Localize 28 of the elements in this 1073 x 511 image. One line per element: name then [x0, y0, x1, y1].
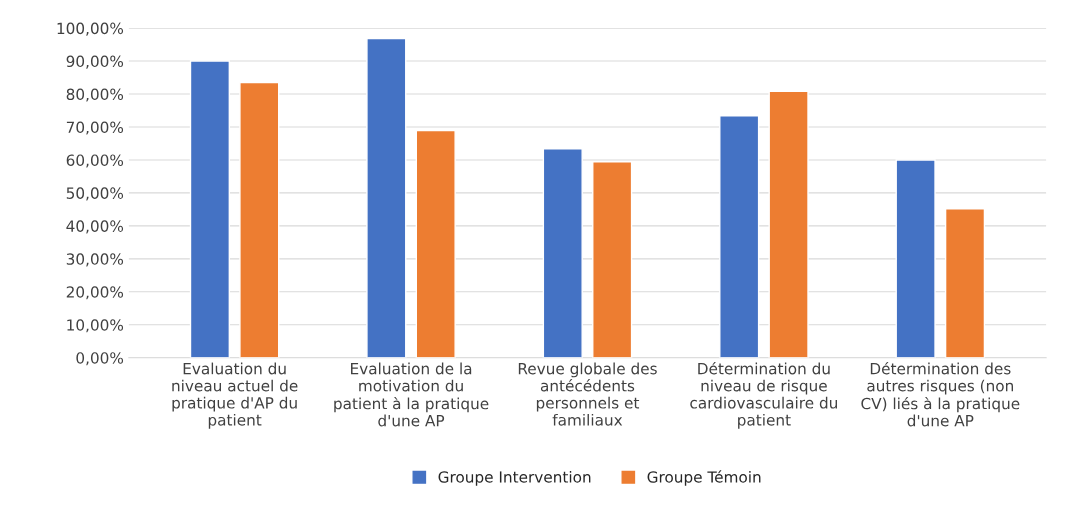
y-tick-label: 10,00%	[67, 319, 124, 333]
x-tick-label: Evaluation du niveau actuel de pratique d'AP du patient	[172, 362, 298, 429]
bar	[719, 115, 760, 358]
y-tick-label: 80,00%	[66, 88, 124, 102]
bar	[366, 37, 407, 358]
y-tick-label: 70,00%	[66, 121, 124, 135]
y-tick-label: 20,00%	[66, 286, 124, 300]
x-tick-label: Evaluation de la motivation du patient à la pratique d'une AP	[334, 362, 489, 427]
y-tick-label: 60,00%	[66, 154, 124, 168]
x-tick-label: Revue globale des antécédents personnels et familiaux	[518, 362, 657, 426]
bar	[542, 148, 583, 358]
bar	[944, 208, 986, 358]
bar	[189, 60, 231, 358]
y-tick-label: 0,00%	[76, 352, 124, 366]
y-tick-label: 50,00%	[66, 187, 124, 201]
y-tick-label: 30,00%	[66, 253, 124, 267]
legend-label: Groupe Témoin	[647, 470, 761, 486]
x-tick-label: Détermination des autres risques (non CV) liés à la pratique d'une AP	[861, 361, 1020, 427]
y-tick-label: 40,00%	[66, 220, 124, 234]
bar	[895, 159, 936, 358]
x-tick-label: Détermination du niveau de risque cardiovasculaire du patient	[690, 361, 837, 429]
bar	[592, 161, 633, 358]
bar	[768, 90, 809, 358]
bar	[415, 129, 456, 358]
legend-label: Groupe Intervention	[438, 470, 591, 486]
bar	[239, 81, 280, 358]
y-tick-label: 90,00%	[66, 55, 124, 69]
y-tick-label: 100,00%	[57, 22, 124, 36]
